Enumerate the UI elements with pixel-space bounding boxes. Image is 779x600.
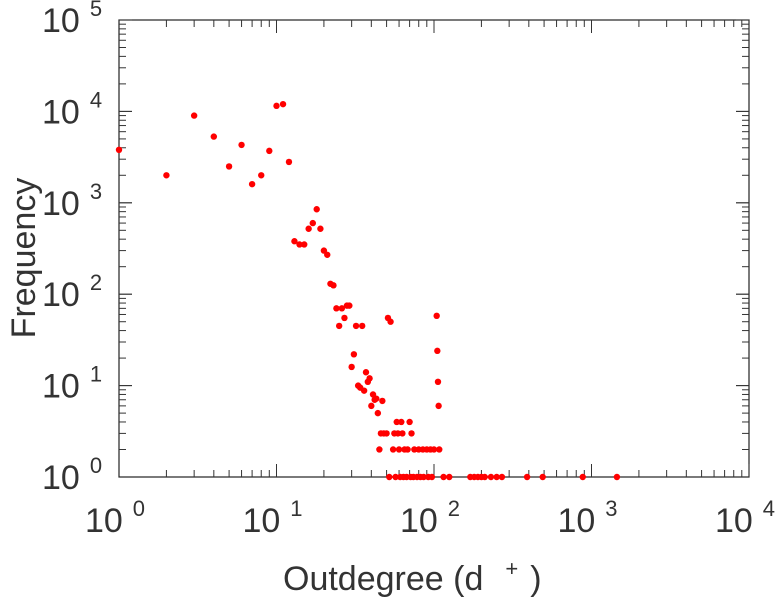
- data-point: [435, 402, 442, 410]
- data-point: [362, 369, 370, 376]
- data-point: [330, 282, 337, 289]
- data-point: [487, 473, 495, 481]
- data-point: [389, 446, 397, 453]
- x-tick-label: 10 0: [85, 496, 145, 540]
- data-point: [387, 318, 394, 325]
- y-tick-label: 10 2: [42, 270, 102, 314]
- data-point: [348, 363, 355, 371]
- data-point: [273, 102, 280, 110]
- data-points: [115, 100, 621, 481]
- data-point: [408, 430, 415, 437]
- data-point: [305, 225, 312, 232]
- data-point: [358, 322, 366, 330]
- data-point: [379, 397, 386, 405]
- x-tick-labels: 10 0 10 1 10 2 10 3 10 4: [85, 496, 775, 540]
- data-point: [266, 147, 273, 155]
- y-tick-label: 10 5: [42, 0, 102, 40]
- data-point: [428, 473, 436, 481]
- data-point: [285, 158, 293, 166]
- x-tick-label: 10 3: [557, 496, 617, 540]
- x-minor-ticks: [165, 20, 750, 477]
- data-point: [279, 100, 287, 108]
- data-point: [411, 446, 418, 453]
- data-point: [346, 302, 353, 309]
- x-tick-label: 10 2: [400, 496, 460, 540]
- data-point: [386, 473, 393, 481]
- data-point: [313, 206, 320, 213]
- data-point: [291, 238, 298, 245]
- data-point: [383, 430, 390, 437]
- data-point: [376, 446, 383, 453]
- data-point: [392, 473, 399, 481]
- data-point: [613, 473, 621, 481]
- data-point: [258, 172, 265, 179]
- data-point: [374, 409, 382, 417]
- data-point: [225, 163, 233, 170]
- data-point: [163, 172, 170, 179]
- data-point: [335, 322, 343, 330]
- data-point: [446, 473, 453, 481]
- data-point: [341, 314, 348, 322]
- data-point: [436, 446, 443, 453]
- data-point: [493, 473, 500, 481]
- data-point: [338, 305, 346, 312]
- data-point: [395, 446, 403, 453]
- y-minor-ticks: [119, 19, 749, 450]
- data-point: [301, 241, 308, 248]
- data-point: [434, 378, 442, 386]
- data-point: [433, 312, 440, 320]
- data-point: [420, 473, 427, 481]
- data-point: [248, 180, 256, 188]
- plot-frame: [118, 19, 750, 478]
- data-point: [190, 112, 198, 119]
- data-point: [317, 225, 324, 232]
- data-point: [309, 219, 316, 227]
- data-point: [352, 322, 360, 330]
- y-tick-label: 10 0: [42, 453, 102, 497]
- data-point: [440, 473, 447, 481]
- data-point: [368, 402, 375, 410]
- data-point: [498, 473, 506, 481]
- data-point: [430, 446, 438, 453]
- data-point: [399, 430, 406, 437]
- data-point: [296, 241, 303, 248]
- data-point: [398, 418, 405, 426]
- data-point: [579, 473, 586, 481]
- x-tick-label: 10 1: [242, 496, 302, 540]
- data-point: [373, 395, 380, 402]
- y-tick-label: 10 1: [42, 362, 102, 406]
- y-tick-label: 10 4: [42, 87, 102, 131]
- data-point: [115, 146, 123, 154]
- data-point: [539, 473, 546, 481]
- data-point: [350, 351, 358, 358]
- x-axis-label: Outdegree (d +): [283, 556, 542, 598]
- data-point: [333, 305, 340, 312]
- data-point: [481, 473, 488, 481]
- data-point: [324, 251, 331, 258]
- data-point: [238, 141, 245, 149]
- x-tick-label: 10 4: [715, 496, 775, 540]
- data-point: [406, 418, 413, 426]
- data-point: [393, 418, 400, 426]
- data-point: [394, 430, 402, 437]
- data-point: [434, 347, 441, 355]
- y-tick-label: 10 3: [42, 179, 102, 223]
- data-point: [523, 473, 531, 481]
- data-point: [210, 133, 218, 140]
- data-point: [360, 387, 368, 394]
- y-axis-label: Frequency: [5, 178, 43, 339]
- data-point: [404, 446, 411, 453]
- data-point: [366, 375, 373, 382]
